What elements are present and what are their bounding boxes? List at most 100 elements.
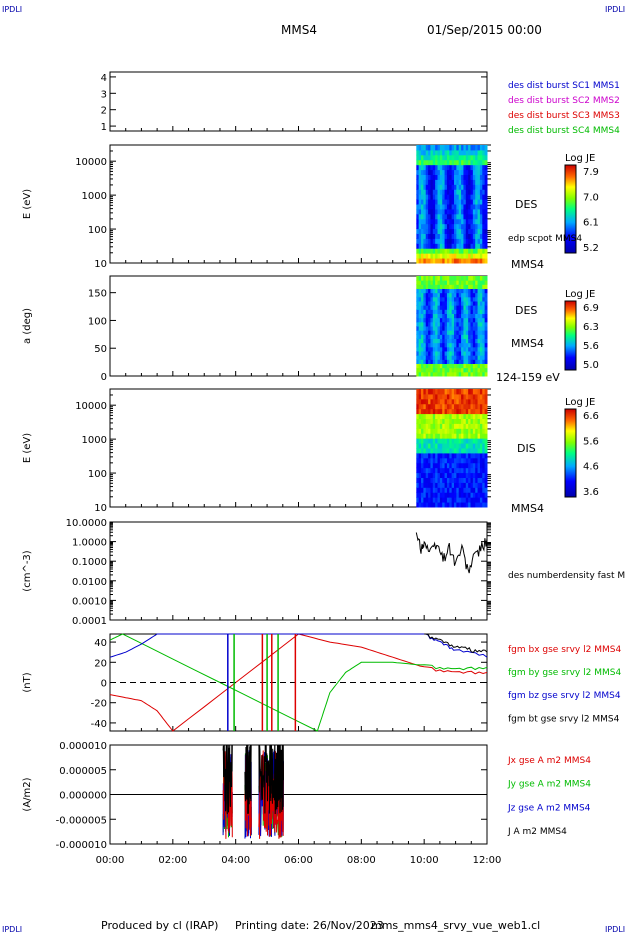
dis_energy-heat-cell (437, 487, 441, 493)
des_pitch-heat-cell (418, 330, 422, 335)
des_energy-heat-cell (442, 208, 446, 215)
des_pitch-heat-cell (456, 371, 460, 377)
des_pitch-heat-cell (458, 330, 462, 335)
des_energy-heat-cell (463, 169, 467, 175)
dis_energy-heat-cell (416, 428, 420, 434)
des_energy-heat-cell (479, 149, 483, 156)
des_pitch-heat-cell (463, 292, 467, 298)
des_pitch-heat-cell (430, 346, 434, 352)
dis_energy-heat-cell (425, 487, 429, 493)
time-axis-tick-label: 06:00 (284, 855, 313, 866)
des_energy-heat-cell (463, 204, 467, 210)
des_energy-heat-cell (437, 184, 441, 190)
des_pitch-heat-cell (451, 292, 455, 298)
des_energy-heat-cell (432, 218, 436, 225)
des_pitch-heat-cell (439, 334, 443, 339)
dis_energy-heat-cell (425, 497, 429, 503)
dis_energy-heat-cell (423, 418, 427, 424)
des_pitch-heat-cell (472, 280, 476, 285)
des_energy-heat-cell (475, 204, 479, 210)
des_energy-heat-cell (461, 145, 464, 151)
dis_energy-heat-cell (484, 477, 488, 483)
des_pitch-heat-cell (456, 284, 460, 289)
des_energy-heat-cell (449, 149, 453, 156)
dis_energy-heat-cell (430, 423, 434, 429)
des_energy-heat-cell (479, 154, 483, 161)
des_energy-heat-cell (477, 169, 481, 175)
des_energy-heat-cell (482, 189, 486, 195)
des_pitch-heat-cell (423, 338, 427, 344)
dis_energy-heat-cell (470, 408, 474, 415)
dis_energy-heat-cell (418, 438, 422, 444)
des_energy-heat-cell (432, 184, 436, 190)
des_pitch-heat-cell (482, 321, 486, 327)
dis_energy-heat-cell (454, 497, 457, 503)
des_pitch-heat-cell (456, 301, 460, 306)
des_pitch-heat-cell (468, 305, 472, 310)
dis_energy-heat-cell (458, 448, 462, 454)
des_energy-heat-cell (416, 159, 420, 166)
dis_energy-heat-cell (456, 497, 460, 503)
des_energy-heat-cell (451, 243, 455, 249)
dis_energy-heat-cell (477, 408, 481, 415)
des_energy-heat-cell (416, 145, 420, 151)
des_energy-heat-cell (451, 218, 455, 225)
dis_energy-heat-cell (423, 482, 427, 488)
dis_energy-heat-cell (470, 423, 474, 429)
des_energy-heat-cell (468, 218, 472, 225)
des_pitch-heat-cell (463, 296, 467, 302)
dis_energy-heat-cell (451, 428, 455, 434)
des_energy-heat-cell (470, 233, 474, 239)
dis_energy-heat-cell (446, 438, 450, 444)
des_energy-heat-cell (477, 149, 481, 156)
des_pitch-heat-cell (456, 351, 460, 356)
des_energy-heat-cell (432, 159, 436, 166)
des_pitch-heat-cell (446, 276, 450, 281)
des_energy-heat-cell (472, 145, 476, 151)
des_energy-heat-cell (418, 199, 422, 205)
des_pitch-heat-cell (456, 346, 460, 352)
des_energy-heat-cell (454, 253, 457, 259)
des_energy-heat-cell (421, 179, 424, 185)
des_pitch-heat-cell (425, 301, 429, 306)
des_pitch-heat-cell (444, 351, 448, 356)
des_energy-heat-cell (435, 258, 439, 264)
des_pitch-heat-cell (435, 371, 439, 377)
des_energy-heat-cell (432, 174, 436, 180)
dis_energy-heat-cell (444, 462, 448, 469)
des_energy-heat-cell (470, 258, 474, 264)
dis_energy-heat-cell (458, 433, 462, 439)
dis_energy-heat-cell (465, 389, 469, 395)
des_pitch-heat-cell (416, 305, 420, 310)
des_energy-heat-cell (454, 149, 457, 156)
des_pitch-heat-cell (437, 292, 441, 298)
des_pitch-heat-cell (430, 338, 434, 344)
des_pitch-heat-cell (421, 346, 424, 352)
dis_energy-heat-cell (465, 433, 469, 439)
dis_energy-heat-cell (418, 462, 422, 469)
des_pitch-heat-cell (482, 313, 486, 319)
des_energy-heat-cell (446, 149, 450, 156)
des_energy-heat-cell (461, 199, 464, 205)
des_energy-heat-cell (439, 189, 443, 195)
des_pitch-heat-cell (454, 309, 457, 314)
dis_energy-heat-cell (437, 448, 441, 454)
des_energy-heat-cell (430, 164, 434, 171)
des_pitch-heat-cell (416, 363, 420, 369)
des_pitch-heat-cell (428, 317, 431, 323)
des_energy-heat-cell (439, 253, 443, 259)
des_pitch-heat-cell (432, 367, 436, 373)
des_pitch-heat-cell (456, 280, 460, 285)
des_energy-heat-cell (442, 199, 446, 205)
des_energy-heat-cell (432, 248, 436, 254)
des_pitch-heat-cell (416, 296, 420, 302)
dis_energy-heat-cell (477, 398, 481, 405)
des_energy-heat-cell (423, 243, 427, 249)
dis_energy-colorbar-tick-label: 3.6 (583, 487, 599, 498)
dis_energy-heat-cell (477, 423, 481, 429)
des_energy-heat-cell (451, 194, 455, 200)
dis_energy-heat-cell (472, 403, 476, 410)
corner-tag-bottom-left: IPDLI (2, 925, 22, 934)
des_pitch-heat-cell (458, 292, 462, 298)
des_energy-heat-cell (430, 194, 434, 200)
